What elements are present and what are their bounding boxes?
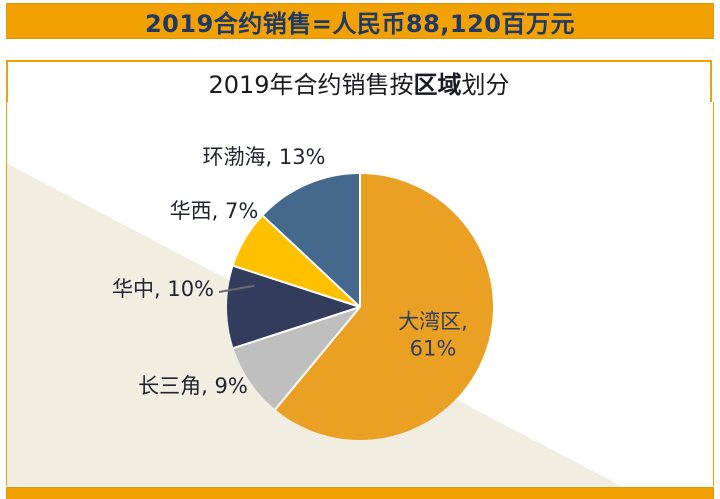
top-banner: 2019合约销售=人民币88,120百万元	[6, 3, 714, 39]
pie-label-dawanqu-name: 大湾区,	[398, 309, 468, 334]
pie-label-huaxi: 华西, 7%	[169, 199, 259, 223]
pie-label-dawanqu-pct: 61%	[409, 337, 457, 361]
pie-label-huanbohai: 环渤海, 13%	[202, 145, 326, 169]
section-title-box: 2019年合约销售按区域划分	[6, 60, 712, 104]
section-title: 2019年合约销售按区域划分	[208, 65, 509, 100]
bottom-banner: 2019年合约销售按城市能级划分	[6, 487, 714, 499]
pie-label-changsanjiao: 长三角, 9%	[138, 374, 248, 398]
bottom-banner-label: 2019年合约销售按城市能级划分	[183, 492, 538, 499]
pie-slice-separator	[262, 215, 361, 308]
pie-chart	[227, 174, 493, 440]
pie-slice-separator	[274, 306, 361, 411]
top-banner-label: 2019合约销售=人民币88,120百万元	[144, 9, 576, 38]
section-title-suffix: 划分	[461, 70, 510, 99]
section-title-bold: 区域	[413, 70, 462, 99]
pie-label-huazhong: 华中, 10%	[111, 277, 215, 301]
pie-slice-separator	[359, 174, 361, 307]
pie-label-dawanqu: 大湾区, 61%	[398, 309, 468, 364]
section-title-prefix: 2019年合约销售按	[208, 70, 414, 99]
pie-chart-panel: 环渤海, 13% 华西, 7% 华中, 10% 长三角, 9% 大湾区, 61%	[6, 102, 714, 486]
